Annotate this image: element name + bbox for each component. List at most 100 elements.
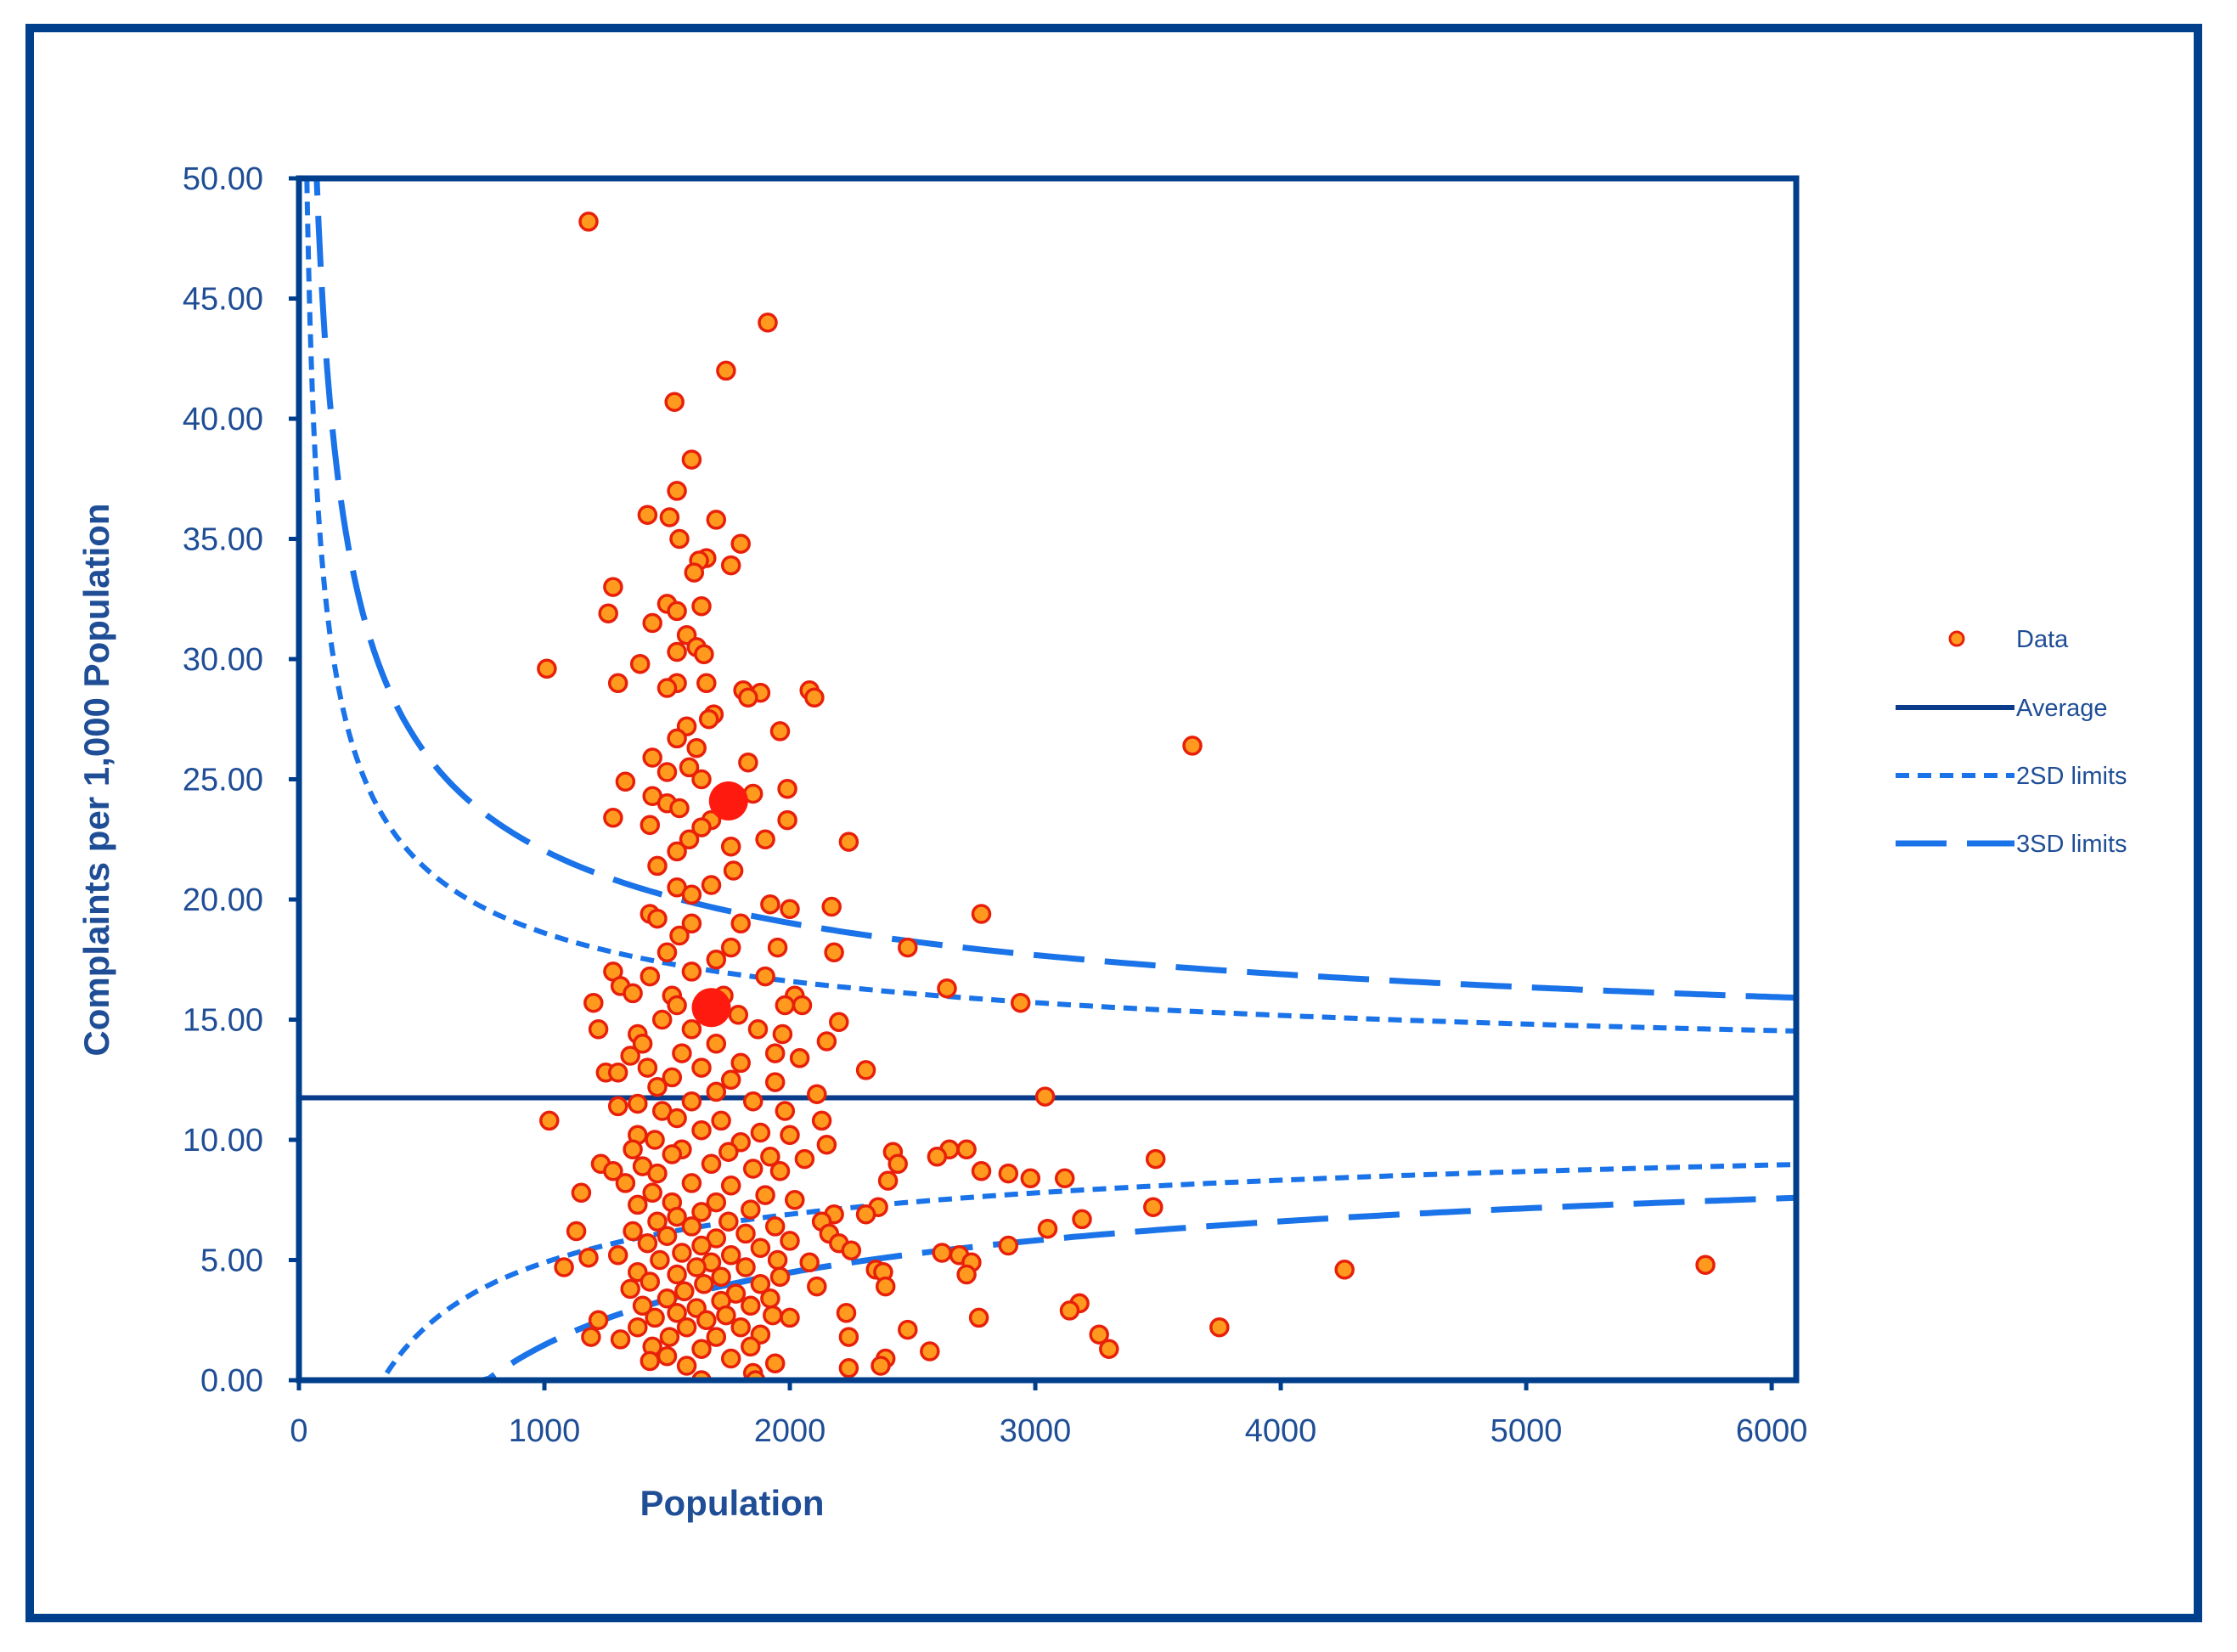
data-point — [760, 894, 780, 915]
data-point — [607, 1096, 628, 1117]
data-point — [730, 1052, 751, 1074]
data-point — [681, 1019, 702, 1040]
data-point — [821, 896, 842, 917]
data-point — [738, 752, 758, 773]
data-point — [647, 855, 668, 877]
data-point — [718, 1211, 739, 1232]
data-point — [956, 1139, 977, 1160]
data-point — [723, 860, 744, 881]
data-point — [735, 1223, 756, 1244]
data-point — [681, 1216, 702, 1237]
data-point — [772, 1023, 793, 1045]
data-point — [811, 1110, 832, 1131]
data-point — [769, 1161, 791, 1181]
data-point — [764, 1216, 786, 1237]
data-point — [706, 510, 727, 530]
control-limits — [302, 178, 1796, 1380]
data-point — [610, 1329, 631, 1350]
data-point — [1034, 1086, 1056, 1107]
data-point — [741, 1199, 761, 1220]
highlight-point — [708, 781, 748, 820]
x-tick-label: 2000 — [754, 1413, 826, 1449]
x-tick-label: 5000 — [1490, 1413, 1563, 1449]
data-point — [750, 1122, 771, 1143]
data-point — [684, 562, 705, 583]
data-point — [669, 528, 690, 550]
data-point — [667, 600, 687, 622]
data-point — [642, 747, 662, 768]
data-point — [716, 360, 736, 381]
y-tick-label: 0.00 — [200, 1363, 263, 1399]
data-point — [799, 1252, 820, 1273]
y-tick-label: 15.00 — [183, 1003, 263, 1039]
data-point — [554, 1257, 574, 1277]
data-point — [656, 762, 678, 782]
data-point — [696, 673, 717, 694]
data-point — [583, 992, 604, 1013]
data-point — [741, 1336, 761, 1357]
data-point — [971, 1161, 992, 1181]
data-point — [656, 1288, 678, 1309]
data-point — [676, 1356, 697, 1376]
data-point — [841, 1240, 862, 1260]
data-point — [686, 737, 707, 758]
data-point — [792, 995, 813, 1016]
lower-2sd-line — [302, 1162, 1796, 1380]
data-point — [588, 1019, 609, 1040]
data-point — [620, 1278, 640, 1300]
data-point — [632, 1295, 653, 1317]
data-point — [780, 1125, 800, 1146]
data-point — [747, 1019, 769, 1040]
legend-marker-data — [1948, 630, 1965, 647]
y-tick-label: 20.00 — [183, 882, 263, 918]
data-point — [623, 1221, 643, 1242]
data-point — [651, 1009, 673, 1030]
data-point — [829, 1012, 849, 1033]
data-point — [701, 1153, 722, 1175]
data-point — [775, 995, 796, 1016]
data-point — [780, 899, 800, 920]
data-point — [875, 1276, 896, 1297]
data-point — [667, 728, 687, 749]
data-point — [667, 1264, 687, 1285]
data-point — [539, 1110, 560, 1131]
data-point — [686, 1257, 707, 1277]
data-point — [656, 678, 678, 698]
data-point — [750, 1238, 771, 1259]
x-axis-title: Population — [640, 1483, 825, 1523]
data-point — [647, 1163, 668, 1184]
data-point — [615, 771, 636, 792]
data-point — [855, 1060, 876, 1080]
x-tick-label: 1000 — [509, 1413, 581, 1449]
data-point — [711, 1110, 731, 1131]
data-point — [1099, 1339, 1119, 1359]
data-point — [667, 641, 687, 662]
data-point — [998, 1163, 1019, 1184]
data-point — [1054, 1168, 1075, 1189]
data-point — [696, 1310, 717, 1331]
data-point — [777, 779, 797, 799]
data-point — [691, 817, 712, 837]
data-point — [667, 481, 687, 501]
data-point — [647, 1076, 668, 1097]
data-point — [628, 1093, 648, 1114]
data-point — [640, 815, 661, 836]
data-point — [824, 942, 844, 963]
data-point — [620, 1046, 640, 1066]
data-point — [628, 1317, 648, 1338]
data-point — [877, 1170, 899, 1191]
data-point — [672, 1043, 692, 1063]
data-point — [681, 1091, 702, 1112]
data-point — [691, 769, 712, 790]
data-point — [607, 1245, 628, 1266]
data-point — [706, 1192, 727, 1213]
data-point — [642, 612, 662, 634]
data-point — [816, 1134, 837, 1155]
data-point — [720, 836, 741, 857]
data-point — [1145, 1148, 1166, 1170]
data-point — [898, 937, 918, 958]
data-point — [603, 577, 623, 597]
data-point — [681, 884, 702, 905]
data-point — [1143, 1197, 1164, 1217]
data-point — [691, 1057, 712, 1078]
